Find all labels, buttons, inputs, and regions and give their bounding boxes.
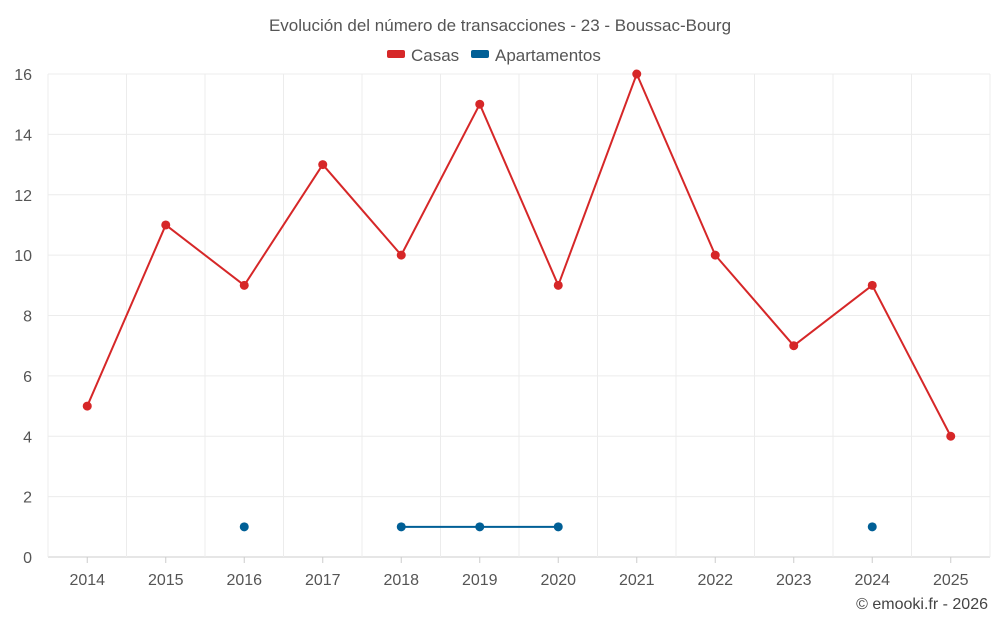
x-tick-label: 2025 <box>933 572 969 589</box>
y-tick-label: 10 <box>14 248 32 265</box>
series-casas <box>82 69 956 441</box>
y-tick-label: 2 <box>23 490 32 507</box>
legend-swatch-casas <box>387 50 405 58</box>
legend-label-casas: Casas <box>411 46 459 65</box>
y-tick-label: 0 <box>23 550 32 567</box>
x-tick-label: 2015 <box>148 572 184 589</box>
x-tick-label: 2024 <box>854 572 890 589</box>
y-axis: 0 2 4 6 8 10 12 14 16 <box>14 67 32 567</box>
data-point-casas-2019[interactable] <box>475 99 485 109</box>
x-tick-label: 2021 <box>619 572 655 589</box>
series-line-casas <box>86 73 952 437</box>
series-layer <box>82 69 956 532</box>
data-point-apartamentos-2019[interactable] <box>475 522 485 532</box>
data-point-apartamentos-2016[interactable] <box>239 522 249 532</box>
x-tick-label: 2018 <box>383 572 419 589</box>
x-tick-label: 2023 <box>776 572 812 589</box>
series-apartamentos <box>239 522 877 532</box>
x-tick-label: 2017 <box>305 572 341 589</box>
data-point-casas-2017[interactable] <box>318 160 328 170</box>
y-tick-label: 12 <box>14 188 32 205</box>
chart-title: Evolución del número de transacciones - … <box>269 16 731 35</box>
x-tick-label: 2022 <box>697 572 733 589</box>
x-tick-label: 2014 <box>69 572 105 589</box>
grid <box>47 73 991 558</box>
x-tick-label: 2019 <box>462 572 498 589</box>
x-tick-label: 2016 <box>226 572 262 589</box>
data-point-apartamentos-2024[interactable] <box>867 522 877 532</box>
data-point-apartamentos-2020[interactable] <box>553 522 563 532</box>
y-tick-label: 6 <box>23 369 32 386</box>
x-axis: 2014 2015 2016 2017 2018 2019 2020 2021 2022 2023… <box>69 557 969 589</box>
y-tick-label: 16 <box>14 67 32 84</box>
data-point-casas-2024[interactable] <box>867 280 877 290</box>
legend-item-casas[interactable]: Casas <box>387 46 459 65</box>
data-point-casas-2014[interactable] <box>82 401 92 411</box>
legend: Casas Apartamentos <box>387 46 601 65</box>
data-point-casas-2015[interactable] <box>161 220 171 230</box>
data-point-casas-2021[interactable] <box>632 69 642 79</box>
x-tick-label: 2020 <box>540 572 576 589</box>
y-tick-label: 14 <box>14 127 32 144</box>
y-tick-label: 8 <box>23 309 32 326</box>
legend-label-apartamentos: Apartamentos <box>495 46 601 65</box>
data-point-casas-2023[interactable] <box>789 341 799 351</box>
legend-item-apartamentos[interactable]: Apartamentos <box>471 46 601 65</box>
y-tick-label: 4 <box>23 429 32 446</box>
credit-text: © emooki.fr - 2026 <box>856 596 988 613</box>
data-point-casas-2025[interactable] <box>946 431 956 441</box>
data-point-casas-2022[interactable] <box>710 250 720 260</box>
data-point-casas-2020[interactable] <box>553 280 563 290</box>
data-point-casas-2018[interactable] <box>396 250 406 260</box>
legend-swatch-apartamentos <box>471 50 489 58</box>
data-point-apartamentos-2018[interactable] <box>396 522 406 532</box>
data-point-casas-2016[interactable] <box>239 280 249 290</box>
